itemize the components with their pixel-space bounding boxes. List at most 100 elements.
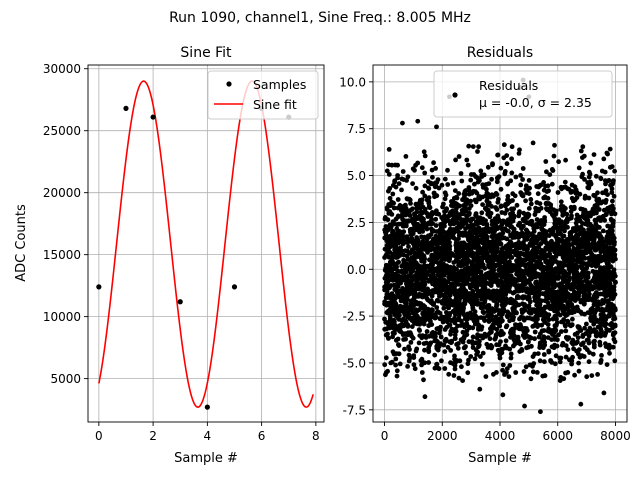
residual-point	[409, 288, 415, 294]
residual-point	[516, 210, 522, 216]
residual-point	[468, 299, 474, 305]
residual-point	[397, 323, 403, 328]
residual-point	[544, 278, 550, 284]
residual-point	[575, 335, 581, 340]
residual-point	[478, 250, 484, 256]
residual-point	[475, 149, 480, 154]
residual-point	[387, 195, 393, 201]
residual-point	[404, 310, 409, 316]
residual-point	[408, 201, 413, 206]
residual-point	[539, 328, 545, 334]
residual-point	[426, 360, 431, 365]
residual-point	[499, 346, 505, 352]
residual-point	[543, 159, 549, 164]
residual-point	[494, 179, 500, 185]
residual-point	[445, 243, 451, 248]
residual-point	[382, 316, 387, 322]
residual-point	[585, 210, 591, 216]
residual-point	[518, 341, 523, 347]
residual-point	[486, 272, 492, 277]
residual-point	[559, 342, 565, 348]
residual-point	[499, 328, 504, 334]
residual-point	[498, 319, 503, 325]
residual-point	[416, 300, 422, 306]
residual-point	[508, 355, 514, 361]
residual-point	[462, 324, 468, 330]
residual-outlier-point	[422, 394, 428, 400]
residual-point	[460, 378, 465, 383]
residual-point	[563, 206, 568, 211]
residual-point	[493, 335, 499, 340]
residual-point	[485, 243, 491, 249]
residual-point	[575, 247, 580, 253]
residual-point	[603, 330, 609, 336]
residual-point	[576, 296, 581, 301]
residual-point	[609, 190, 615, 195]
residual-point	[489, 329, 494, 335]
residual-point	[525, 296, 531, 302]
residual-point	[513, 251, 519, 257]
residual-point	[592, 338, 597, 344]
residual-point	[495, 175, 500, 181]
residual-point	[479, 361, 485, 367]
residual-point	[386, 147, 392, 152]
residual-point	[409, 278, 415, 283]
residual-point	[469, 339, 475, 344]
residual-point	[451, 260, 457, 265]
residual-outlier-point	[400, 120, 405, 126]
residual-point	[489, 246, 494, 252]
residual-point	[558, 260, 563, 266]
residual-point	[452, 336, 458, 342]
residual-point	[467, 238, 473, 244]
residual-point	[543, 200, 549, 206]
residual-point	[504, 228, 510, 234]
residual-point	[496, 308, 502, 313]
residual-point	[594, 291, 600, 297]
residual-point	[516, 151, 522, 156]
residual-point	[431, 334, 436, 339]
residual-point	[440, 204, 445, 210]
residual-point	[556, 274, 562, 280]
residual-point	[595, 372, 600, 377]
residual-point	[452, 332, 458, 338]
residual-point	[484, 186, 489, 192]
residual-point	[384, 326, 390, 332]
residual-point	[431, 160, 436, 166]
residual-point	[398, 245, 403, 251]
residual-point	[571, 246, 577, 251]
residual-point	[563, 354, 569, 360]
sine-fit-xtick-label: 8	[312, 429, 320, 443]
residual-point	[557, 270, 563, 275]
residual-point	[390, 266, 396, 272]
residual-point	[601, 156, 607, 162]
residual-point	[575, 339, 580, 345]
residual-point	[501, 291, 507, 296]
residual-point	[396, 343, 402, 348]
residual-point	[586, 174, 592, 180]
residual-point	[539, 322, 545, 328]
residual-point	[433, 166, 438, 171]
residual-point	[526, 309, 532, 315]
residual-point	[468, 354, 474, 359]
residual-point	[592, 245, 598, 251]
residual-point	[612, 358, 618, 364]
residual-point	[401, 204, 406, 209]
residual-point	[589, 306, 595, 311]
residual-point	[493, 272, 498, 277]
residual-point	[443, 339, 448, 344]
residual-point	[416, 223, 421, 229]
residual-point	[436, 185, 442, 191]
residual-point	[453, 288, 458, 293]
residual-point	[607, 245, 613, 251]
residual-point	[598, 234, 604, 239]
legend-samples-marker	[226, 81, 232, 87]
residual-point	[594, 210, 599, 216]
residual-point	[430, 174, 435, 180]
residual-point	[427, 298, 432, 304]
residual-point	[479, 296, 484, 302]
residual-point	[580, 271, 586, 277]
residual-point	[465, 316, 470, 322]
residual-point	[466, 143, 472, 149]
residual-point	[404, 281, 409, 287]
residual-point	[478, 301, 483, 307]
